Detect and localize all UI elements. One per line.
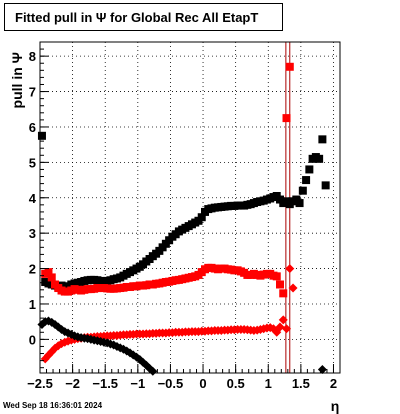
x-tick-label: 1 — [265, 376, 272, 391]
data-point-diamond — [285, 264, 295, 274]
grid — [40, 42, 340, 373]
data-point-diamond — [282, 324, 292, 334]
series-2 — [40, 264, 298, 364]
x-tick-label: 1.5 — [292, 376, 310, 391]
y-tick-label: 2 — [29, 262, 36, 277]
data-point-diamond — [122, 346, 132, 356]
y-tick-label: 5 — [29, 155, 36, 170]
title-box: Fitted pull in Ψ for Global Rec All Etap… — [4, 3, 283, 31]
x-tick-label: −1 — [130, 376, 145, 391]
y-tick-label: 0 — [29, 332, 36, 347]
data-point-square — [305, 165, 314, 174]
data-point-diamond — [278, 315, 288, 325]
x-tick-label: −0.5 — [158, 376, 184, 391]
series-1 — [41, 62, 294, 298]
x-tick-label: −2.5 — [27, 376, 53, 391]
data-point-square — [315, 154, 324, 163]
series-layer — [37, 62, 330, 376]
y-tick-label: 1 — [29, 297, 36, 312]
data-point-square — [276, 280, 284, 289]
x-tick-label: −1.5 — [92, 376, 118, 391]
data-point-square — [298, 186, 307, 195]
x-tick-label: −2 — [65, 376, 80, 391]
data-point-diamond — [275, 322, 285, 332]
x-tick-label: 0 — [199, 376, 206, 391]
y-tick-label: 7 — [29, 85, 36, 100]
data-point-square — [272, 272, 281, 281]
series-0 — [37, 131, 330, 291]
series-3 — [37, 316, 327, 376]
data-point-square — [318, 135, 327, 144]
y-axis-label: pull in Ψ — [9, 52, 25, 108]
data-point-square — [279, 289, 288, 298]
timestamp: Wed Sep 18 16:36:01 2024 — [3, 401, 103, 410]
data-point-square — [295, 199, 304, 208]
y-tick-label: 4 — [29, 191, 37, 206]
data-point-square — [302, 176, 311, 185]
data-point-diamond — [288, 283, 298, 293]
data-point-square — [44, 268, 53, 277]
y-tick-label: 8 — [29, 49, 36, 64]
chart-title: Fitted pull in Ψ for Global Rec All Etap… — [15, 10, 259, 25]
axis-ticks: −2.5 −2 −1.5 −1 −0.5 0 0.5 1 1.5 2 0 1 2 3 4 5 6 7 8 — [27, 41, 341, 391]
x-axis-label: η — [331, 398, 340, 414]
y-tick-label: 6 — [29, 120, 36, 135]
data-point-square — [282, 114, 291, 123]
data-point-square — [37, 131, 46, 140]
x-tick-label: 0.5 — [227, 376, 245, 391]
data-point-square — [47, 273, 56, 282]
data-point-square — [285, 62, 294, 71]
x-tick-label: 2 — [330, 376, 337, 391]
data-point-square — [321, 181, 330, 190]
data-point-square — [197, 213, 206, 222]
y-tick-label: 3 — [29, 226, 36, 241]
